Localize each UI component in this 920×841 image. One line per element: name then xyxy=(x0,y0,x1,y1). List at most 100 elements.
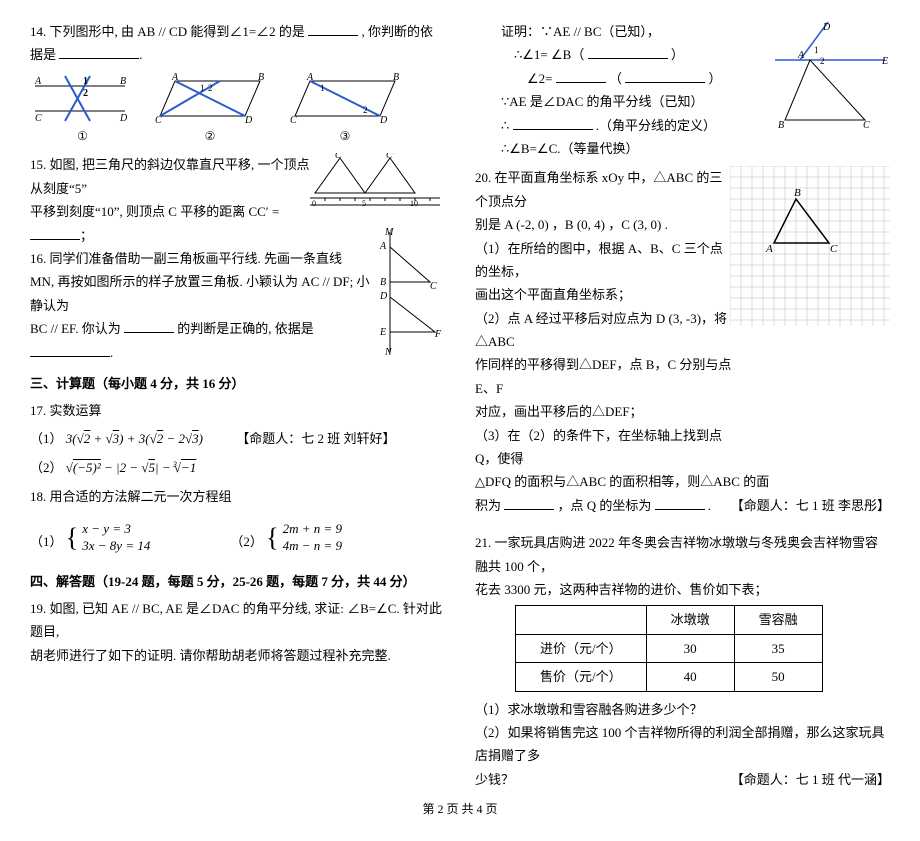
q19-l2: 胡老师进行了如下的证明. 请你帮助胡老师将答题过程补充完整. xyxy=(30,644,445,667)
q21-th2: 冰墩墩 xyxy=(646,606,734,634)
q19-p-l3: ∵AE 是∠DAC 的角平分线（已知） xyxy=(475,90,775,113)
svg-text:C: C xyxy=(35,113,42,124)
q14-text-a: 14. 下列图形中, 由 AB // CD 能得到∠1=∠2 的是 xyxy=(30,24,305,39)
svg-text:A: A xyxy=(765,243,773,255)
q19-p-l2b: （ xyxy=(609,71,622,86)
q19-p-l5: ∴∠B=∠C.（等量代换） xyxy=(475,137,775,160)
svg-text:C: C xyxy=(290,115,297,126)
svg-text:2: 2 xyxy=(83,88,88,99)
q19-p-l4b: .（角平分线的定义） xyxy=(596,118,716,133)
q21-r2c3: 50 xyxy=(734,663,822,691)
q20-grid: A B C xyxy=(730,166,890,326)
q21-credit: 【命题人：七 1 班 代一涵】 xyxy=(731,768,890,791)
svg-text:M: M xyxy=(384,227,394,238)
q20-l8: （3）在（2）的条件下，在坐标轴上找到点 Q，使得 xyxy=(475,424,735,471)
svg-text:D: D xyxy=(379,115,388,126)
q19-p-l1b: ） xyxy=(671,47,684,62)
q14-fig-1: A B C D 1 2 ① xyxy=(30,71,135,148)
q16-blank-1 xyxy=(124,319,174,333)
q16-text-c: BC // EF. 你认为 xyxy=(30,321,121,336)
q19-p-l4a: ∴ xyxy=(501,118,509,133)
q21: 21. 一家玩具店购进 2022 年冬奥会吉祥物冰墩墩与冬残奥会吉祥物雪容融共 … xyxy=(475,531,890,791)
q18-s2-r1: 2m + n = 9 xyxy=(283,521,342,538)
q20-credit: 【命题人：七 1 班 李思彤】 xyxy=(731,494,890,517)
svg-text:2: 2 xyxy=(820,56,825,66)
svg-text:C′: C′ xyxy=(386,153,395,160)
q16: 16. 同学们准备借助一副三角板画平行线. 先画一条直线 MN, 再按如图所示的… xyxy=(30,247,445,364)
svg-text:E: E xyxy=(379,327,386,338)
q19-blank-2 xyxy=(556,69,606,83)
q14: 14. 下列图形中, 由 AB // CD 能得到∠1=∠2 的是 , 你判断的… xyxy=(30,20,445,147)
q14-fig-3: A B C D 1 2 ③ xyxy=(285,71,405,148)
q15-text-b: 平移到刻度“10”, 则顶点 C 平移的距离 CC′ = xyxy=(30,204,279,219)
q17: 17. 实数运算 （1） 3(√2 + √3) + 3(√2 − 2√3) 【命… xyxy=(30,399,445,479)
q14-figures: A B C D 1 2 ① A B xyxy=(30,71,445,148)
q21-r2c2: 40 xyxy=(646,663,734,691)
q21-p2b: 少钱？ xyxy=(475,772,514,787)
q18-s1-r2: 3x − 8y = 14 xyxy=(82,538,150,555)
svg-text:A: A xyxy=(797,50,805,61)
q16-text-b: MN, 再按如图所示的样子放置三角板. 小颖认为 AC // DF; 小静认为 xyxy=(30,274,369,312)
q19-proof-h: 证明：∵AE // BC（已知）， xyxy=(475,20,775,43)
q19-intro: 19. 如图, 已知 AE // BC, AE 是∠DAC 的角平分线, 求证:… xyxy=(30,597,445,667)
q21-l2: 花去 3300 元，这两种吉祥物的进价、售价如下表； xyxy=(475,578,890,601)
q18-s1-label: （1） xyxy=(30,534,63,549)
svg-text:C: C xyxy=(155,115,162,126)
svg-text:1: 1 xyxy=(200,83,205,93)
svg-text:C: C xyxy=(863,120,870,130)
q18-s2-label: （2） xyxy=(230,534,263,549)
q14-label-2: ② xyxy=(150,126,270,148)
q19-blank-1 xyxy=(588,45,668,59)
q14-fig-2: A B C D 1 2 ② xyxy=(150,71,270,148)
left-column: 14. 下列图形中, 由 AB // CD 能得到∠1=∠2 的是 , 你判断的… xyxy=(30,20,445,791)
q20-l5: （2）点 A 经过平移后对应点为 D (3, -3)，将△ABC xyxy=(475,307,735,354)
q14-blank-1 xyxy=(308,22,358,36)
q14-label-1: ① xyxy=(30,126,135,148)
section-4-title: 四、解答题（19-24 题，每题 5 分，25-26 题，每题 7 分，共 44… xyxy=(30,570,445,593)
q20-l1: 20. 在平面直角坐标系 xOy 中，△ABC 的三个顶点分 xyxy=(475,166,735,213)
svg-text:A: A xyxy=(171,72,179,83)
svg-text:B: B xyxy=(120,76,126,87)
q20-blank-2 xyxy=(655,496,705,510)
section-3-title: 三、计算题（每小题 4 分，共 16 分） xyxy=(30,372,445,395)
q20-l9c: ，点 Q 的坐标为 xyxy=(558,498,652,513)
q21-r1c3: 35 xyxy=(734,634,822,662)
q21-r1c1: 进价（元/个） xyxy=(516,634,647,662)
q21-table: 冰墩墩 雪容融 进价（元/个） 30 35 售价（元/个） 40 50 xyxy=(515,605,823,691)
svg-text:D: D xyxy=(379,291,388,302)
svg-text:F: F xyxy=(434,329,442,340)
q14-label-3: ③ xyxy=(285,126,405,148)
svg-text:2: 2 xyxy=(363,105,368,115)
svg-text:C: C xyxy=(830,243,838,255)
svg-text:B: B xyxy=(393,72,399,83)
svg-text:A: A xyxy=(34,76,42,87)
svg-text:C: C xyxy=(335,153,342,160)
q21-p1: （1）求冰墩墩和雪容融各购进多少个？ xyxy=(475,698,890,721)
q16-text-d: 的判断是正确的, 依据是 xyxy=(177,321,314,336)
q18-sys-1: （1） { x − y = 3 3x − 8y = 14 xyxy=(30,515,150,562)
svg-text:B: B xyxy=(258,72,264,83)
q18-s1-r1: x − y = 3 xyxy=(82,521,150,538)
q18-title: 18. 用合适的方法解二元一次方程组 xyxy=(30,485,445,508)
q16-figure: M A B C D E F N xyxy=(375,227,445,357)
q18-s2-r2: 4m − n = 9 xyxy=(283,538,342,555)
q17-p2-expr: √(−5)² − |2 − √5| − 3√−1 xyxy=(66,460,197,475)
q19-p-l1a: ∴∠1= ∠B（ xyxy=(514,47,584,62)
q17-p1-expr: 3(√2 + √3) + 3(√2 − 2√3) xyxy=(66,431,203,446)
q18-sys-2: （2） { 2m + n = 9 4m − n = 9 xyxy=(230,515,342,562)
q19-blank-4 xyxy=(513,116,593,130)
svg-text:A: A xyxy=(306,72,314,83)
svg-text:1: 1 xyxy=(320,83,325,93)
q15-text-a: 15. 如图, 把三角尺的斜边仅靠直尺平移, 一个顶点从刻度“5” xyxy=(30,157,310,195)
q17-p2-label: （2） xyxy=(30,460,63,475)
q21-th3: 雪容融 xyxy=(734,606,822,634)
q19-figure: D A E B C 1 2 xyxy=(770,20,890,130)
q19-p-l2c: ） xyxy=(709,71,722,86)
q19-l1: 19. 如图, 已知 AE // BC, AE 是∠DAC 的角平分线, 求证:… xyxy=(30,597,445,644)
q17-credit: 【命题人：七 2 班 刘轩好】 xyxy=(236,431,395,446)
q21-l1: 21. 一家玩具店购进 2022 年冬奥会吉祥物冰墩墩与冬残奥会吉祥物雪容融共 … xyxy=(475,531,890,578)
page-footer: 第 2 页 共 4 页 xyxy=(30,799,890,821)
q19-blank-3 xyxy=(625,69,705,83)
svg-text:D: D xyxy=(244,115,253,126)
right-column: 证明：∵AE // BC（已知）， ∴∠1= ∠B（ ） ∠2= （ ） ∵AE… xyxy=(475,20,890,791)
